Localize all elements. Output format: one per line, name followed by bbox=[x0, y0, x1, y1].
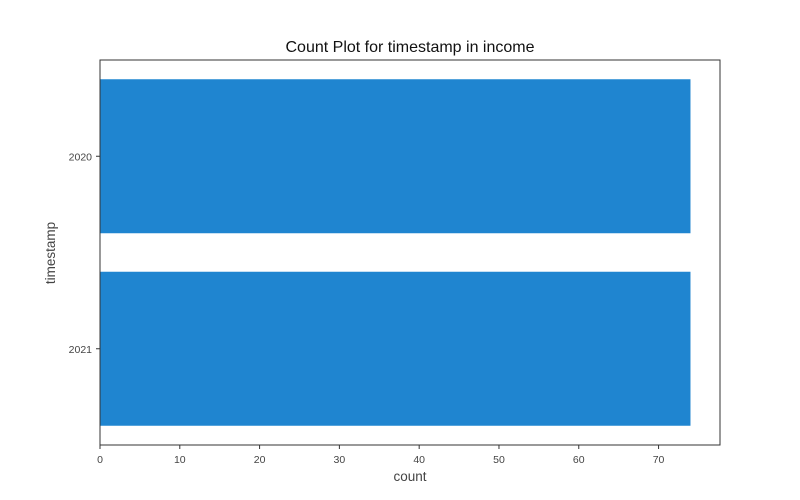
x-tick-label-30: 30 bbox=[334, 454, 346, 466]
x-tick-label-20: 20 bbox=[254, 454, 266, 466]
x-axis-ticks: 0 10 20 30 40 50 60 70 bbox=[97, 445, 665, 466]
x-tick-label-70: 70 bbox=[653, 454, 665, 466]
y-tick-label-2020: 2020 bbox=[69, 151, 93, 163]
x-tick-label-10: 10 bbox=[174, 454, 186, 466]
x-tick-label-60: 60 bbox=[573, 454, 585, 466]
bar-2020 bbox=[100, 79, 691, 234]
x-tick-label-0: 0 bbox=[97, 454, 103, 466]
x-axis-label: count bbox=[393, 469, 426, 484]
bars-layer bbox=[100, 79, 691, 426]
y-axis-label: timestamp bbox=[43, 222, 58, 284]
plot-frame bbox=[99, 59, 721, 446]
chart-title: Count Plot for timestamp in income bbox=[286, 39, 535, 56]
y-tick-label-2021: 2021 bbox=[69, 344, 93, 356]
bar-2021 bbox=[100, 271, 691, 426]
x-tick-label-50: 50 bbox=[493, 454, 505, 466]
x-tick-label-40: 40 bbox=[413, 454, 425, 466]
y-axis-ticks: 2020 2021 bbox=[69, 151, 100, 356]
